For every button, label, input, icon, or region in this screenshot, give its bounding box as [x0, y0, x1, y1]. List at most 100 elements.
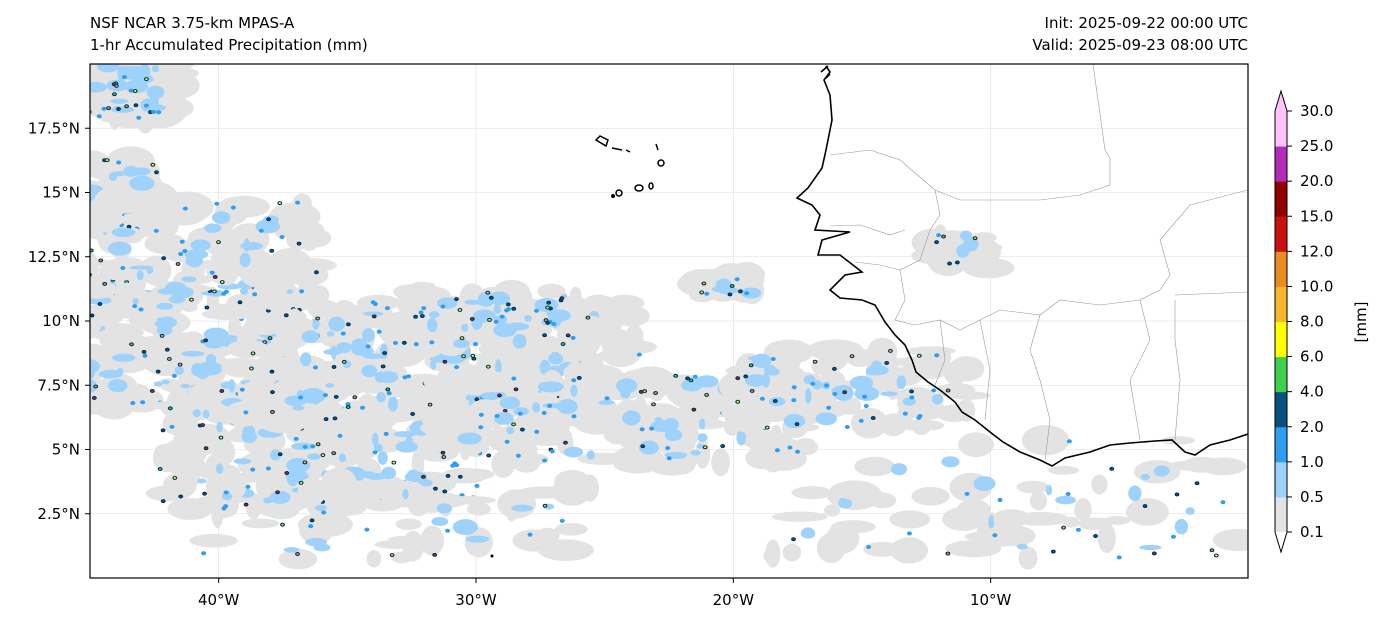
precip-area — [19, 53, 43, 77]
precip-area — [72, 214, 89, 218]
precip-area — [896, 375, 907, 390]
precip-cell — [252, 292, 258, 297]
precip-cell — [504, 308, 510, 313]
precip-area — [59, 68, 87, 86]
precip-cell — [141, 350, 147, 354]
precip-area — [646, 375, 666, 402]
lat-tick-label: 5°N — [52, 441, 80, 459]
precip-core — [36, 93, 38, 95]
precip-core — [178, 363, 182, 366]
precip-cell — [692, 374, 698, 379]
precip-cell — [42, 275, 47, 279]
precip-cell — [56, 87, 61, 91]
precip-cell — [160, 428, 166, 433]
precip-area — [0, 379, 8, 402]
precip-area — [680, 269, 726, 293]
precip-cell — [1066, 439, 1072, 444]
precip-area — [129, 265, 154, 270]
precip-core — [918, 354, 921, 357]
precip-area — [215, 463, 224, 475]
precip-core — [843, 391, 846, 394]
precip-area — [55, 337, 80, 347]
precip-area — [0, 264, 51, 290]
precip-cell — [47, 77, 51, 80]
precip-area — [494, 411, 514, 425]
precip-cell — [770, 356, 776, 361]
precip-cell — [542, 458, 548, 463]
precip-cell — [58, 96, 63, 100]
precip-cell — [418, 310, 424, 315]
precip-cell — [25, 61, 30, 65]
precip-core — [285, 471, 289, 474]
precip-cell — [445, 528, 451, 533]
precip-cell — [243, 410, 249, 415]
precip-cell — [421, 306, 427, 311]
precip-cell — [15, 96, 19, 99]
precip-area — [239, 252, 251, 268]
precip-core — [36, 98, 38, 100]
precip-cell — [517, 411, 523, 416]
precip-core — [689, 379, 693, 382]
precip-area — [465, 535, 490, 543]
precip-cell — [832, 367, 837, 371]
precip-area — [488, 428, 523, 453]
precip-cell — [964, 491, 970, 496]
precip-cell — [54, 94, 59, 98]
precip-cell — [9, 283, 13, 286]
colorbar-tick-label: 0.5 — [1300, 488, 1324, 506]
precip-area — [556, 398, 578, 415]
precip-cell — [884, 361, 889, 365]
precip-area — [7, 62, 23, 70]
precip-area — [180, 383, 190, 389]
precip-area — [44, 209, 70, 232]
precip-core — [250, 367, 253, 370]
precip-area — [405, 436, 414, 447]
cape-verde-islands — [594, 135, 665, 198]
precip-area — [63, 50, 85, 80]
precip-cell — [791, 537, 796, 542]
precip-area — [537, 539, 594, 562]
precip-area — [321, 467, 357, 494]
precip-area — [204, 339, 224, 349]
precip-cell — [454, 297, 459, 301]
precip-core — [112, 83, 116, 86]
precip-area — [239, 287, 249, 296]
precip-area — [51, 50, 78, 79]
precip-area — [863, 541, 901, 557]
precip-area — [880, 391, 898, 397]
precip-cell — [133, 103, 139, 108]
precip-cell — [35, 97, 39, 100]
precip-cell — [410, 412, 415, 416]
precip-area — [11, 70, 25, 74]
precip-area — [6, 361, 38, 373]
precip-area — [447, 371, 474, 396]
precip-area — [32, 154, 58, 183]
precip-core — [973, 237, 977, 240]
colorbar-segment — [1275, 461, 1287, 498]
precip-area — [333, 492, 369, 516]
precip-area — [12, 400, 67, 411]
precip-area — [233, 458, 252, 465]
precip-cell — [402, 340, 407, 345]
precip-area — [319, 410, 362, 425]
precip-area — [577, 452, 628, 466]
precip-area — [12, 371, 36, 393]
precip-core — [1210, 549, 1214, 552]
colorbar-tick-label: 15.0 — [1300, 207, 1333, 225]
precip-core — [105, 159, 109, 162]
precip-core — [99, 259, 102, 262]
precip-cell — [19, 357, 24, 361]
precip-cell — [140, 400, 146, 405]
precip-cell — [302, 444, 308, 449]
precip-cell — [279, 235, 285, 240]
precip-cell — [77, 174, 82, 178]
precip-area — [28, 231, 61, 246]
precip-cell — [90, 272, 92, 277]
precip-cell — [321, 510, 327, 515]
lon-tick-label: 20°W — [713, 591, 755, 609]
precip-area — [55, 327, 85, 358]
precip-area — [495, 359, 502, 375]
precip-area — [197, 478, 207, 484]
precip-area — [362, 311, 384, 317]
precip-area — [202, 409, 210, 419]
